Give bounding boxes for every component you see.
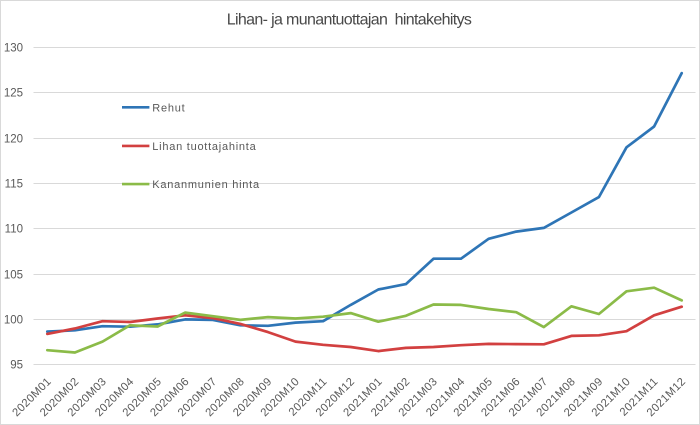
svg-text:100: 100 xyxy=(4,315,23,327)
svg-text:130: 130 xyxy=(4,43,23,55)
svg-text:110: 110 xyxy=(5,224,23,236)
svg-text:125: 125 xyxy=(4,88,23,100)
svg-text:115: 115 xyxy=(5,179,23,191)
svg-text:Kananmunien hinta: Kananmunien hinta xyxy=(152,179,260,191)
svg-text:Lihan tuottajahinta: Lihan tuottajahinta xyxy=(152,141,256,153)
svg-text:Rehut: Rehut xyxy=(152,102,185,114)
svg-text:95: 95 xyxy=(10,360,23,372)
svg-text:120: 120 xyxy=(4,134,23,146)
svg-text:105: 105 xyxy=(4,270,23,282)
svg-text:Lihan- ja munantuottajan hinta: Lihan- ja munantuottajan hintakehitys xyxy=(227,12,472,29)
